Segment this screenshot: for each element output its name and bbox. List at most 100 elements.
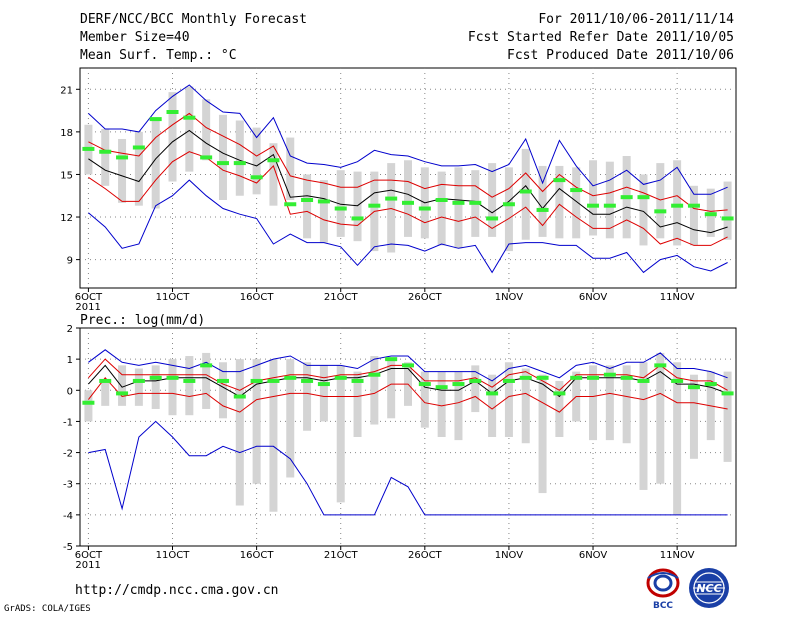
prec-observed-mark (687, 385, 700, 390)
temp-range-bar (605, 161, 614, 239)
temp-range-bar (572, 167, 581, 239)
prec-range-bar (252, 359, 261, 484)
temp-x-tick-label: 26OCT (408, 292, 443, 303)
prec-observed-mark (536, 375, 549, 380)
prec-y-tick-label: 0 (67, 386, 73, 397)
bcc-logo: BCC (640, 566, 686, 610)
variable-label: Mean Surf. Temp.: °C (80, 48, 237, 63)
temp-y-tick-label: 12 (60, 213, 73, 224)
prec-observed-mark (301, 378, 314, 383)
temp-y-tick-label: 9 (67, 256, 73, 267)
prec-observed-mark (183, 378, 196, 383)
prec-observed-mark (368, 372, 381, 377)
temp-observed-mark (116, 155, 129, 160)
temp-x-tick-label: 11OCT (156, 292, 191, 303)
temp-observed-mark (519, 189, 532, 194)
temp-line-min-member (88, 179, 728, 274)
prec-observed-mark (116, 391, 129, 396)
temp-observed-mark (603, 203, 616, 208)
prec-observed-mark (519, 375, 532, 380)
prec-range-bar (370, 356, 379, 425)
prec-range-bar (521, 368, 530, 444)
prec-range-bar (151, 365, 160, 409)
prec-range-bar (673, 362, 682, 515)
temp-observed-mark (132, 145, 145, 150)
bcc-logo-text: BCC (653, 601, 673, 610)
prec-observed-mark (385, 357, 398, 362)
temp-observed-mark (418, 206, 431, 211)
source-url[interactable]: http://cmdp.ncc.cma.gov.cn (75, 583, 279, 598)
prec-range-bar (168, 359, 177, 416)
temp-range-bar (538, 165, 547, 237)
temp-y-tick-label: 21 (60, 85, 73, 96)
prec-year-label: 2011 (75, 560, 100, 571)
temp-observed-mark (183, 115, 196, 120)
grads-credit: GrADS: COLA/IGES (4, 604, 91, 614)
prec-observed-mark (216, 378, 229, 383)
prec-range-bar (471, 365, 480, 413)
prec-line-max-member (88, 349, 728, 382)
prec-range-bar (353, 371, 362, 437)
prec-observed-mark (486, 391, 499, 396)
temp-observed-mark (671, 203, 684, 208)
temp-range-bar (134, 131, 143, 206)
prec-observed-mark (132, 378, 145, 383)
prec-range-bar (319, 365, 328, 422)
prec-observed-mark (250, 378, 263, 383)
temp-range-bar (639, 174, 648, 246)
prec-x-tick-label: 6NOV (579, 550, 608, 561)
forecast-produced-date: Fcst Produced Date 2011/10/06 (507, 48, 734, 63)
temp-range-bar (286, 137, 295, 200)
temp-line-ensemble-mean (88, 129, 728, 234)
prec-range-bar (303, 362, 312, 431)
temp-range-bar (437, 171, 446, 246)
temp-range-bar (673, 160, 682, 246)
prec-observed-mark (553, 391, 566, 396)
temp-observed-mark (536, 207, 549, 212)
prec-observed-mark (570, 375, 583, 380)
temp-observed-mark (267, 158, 280, 163)
temp-observed-mark (570, 188, 583, 193)
prec-observed-mark (671, 378, 684, 383)
temp-range-bar (488, 163, 497, 237)
temp-observed-mark (351, 216, 364, 221)
temp-observed-mark (704, 212, 717, 217)
prec-range-bar (202, 352, 211, 409)
temp-observed-mark (486, 216, 499, 221)
prec-range-bar (387, 359, 396, 419)
prec-range-bar (504, 362, 513, 437)
prec-range-bar (185, 356, 194, 416)
prec-observed-mark (654, 363, 667, 368)
chart-title: DERF/NCC/BCC Monthly Forecast (80, 12, 307, 27)
prec-observed-mark (334, 375, 347, 380)
temp-range-bar (521, 148, 530, 240)
temp-observed-mark (587, 203, 600, 208)
temp-observed-mark (301, 198, 314, 202)
temp-range-bar (387, 163, 396, 253)
prec-range-bar (420, 371, 429, 428)
prec-observed-mark (284, 375, 297, 380)
prec-x-tick-label: 21OCT (324, 550, 359, 561)
temp-observed-mark (385, 196, 398, 201)
prec-range-bar (589, 365, 598, 441)
temp-range-bar (589, 160, 598, 236)
prec-observed-mark (721, 391, 734, 396)
prec-range-bar (84, 390, 93, 422)
temp-observed-mark (166, 110, 179, 114)
temp-observed-mark (334, 206, 347, 211)
prec-observed-mark (704, 382, 717, 387)
prec-range-bar (134, 368, 143, 406)
prec-range-bar (622, 365, 631, 444)
temp-observed-mark (435, 198, 448, 202)
temp-range-bar (101, 129, 110, 186)
prec-observed-mark (435, 385, 448, 390)
prec-x-tick-label: 1NOV (495, 550, 524, 561)
temp-range-bar (235, 120, 244, 196)
prec-observed-mark (233, 394, 246, 399)
temp-x-tick-label: 16OCT (240, 292, 275, 303)
prec-observed-mark (149, 375, 162, 380)
prec-observed-mark (166, 375, 179, 380)
temp-observed-mark (620, 195, 633, 200)
temp-line-mean-1-sd (88, 151, 728, 246)
temp-observed-mark (553, 178, 566, 183)
